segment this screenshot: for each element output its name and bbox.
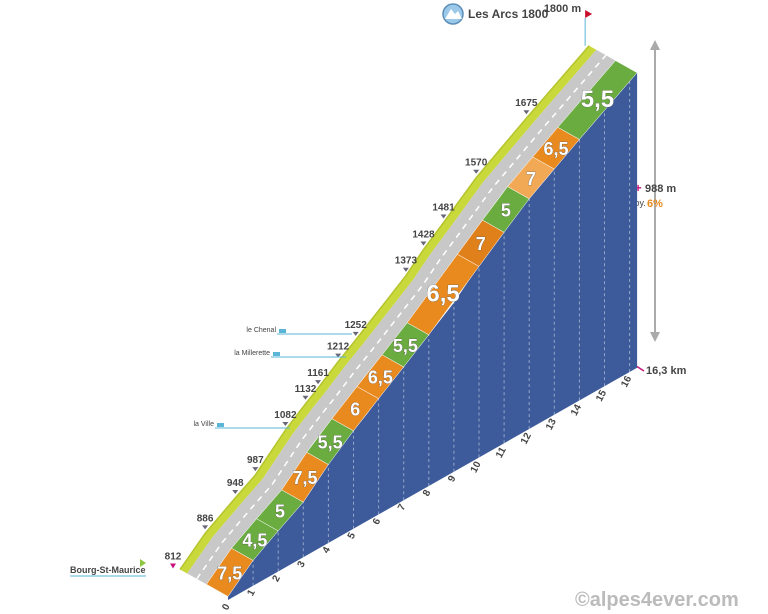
altitude-marker xyxy=(523,110,530,115)
altitude-marker xyxy=(402,267,409,272)
x-tick-label: 0 xyxy=(220,602,233,612)
x-tick-label: 10 xyxy=(469,459,484,474)
altitude-label: 1481 xyxy=(432,202,455,213)
place-label: la Millerette xyxy=(234,350,270,357)
altitude-label: 948 xyxy=(227,478,244,489)
altitude-marker xyxy=(352,331,359,336)
summit-icon-peak xyxy=(445,9,462,19)
altitude-marker xyxy=(282,421,289,426)
x-tick-label: 11 xyxy=(494,445,509,460)
x-tick-label: 2 xyxy=(271,573,284,583)
distance: 16,3 km xyxy=(646,365,687,377)
altitude-label: 1212 xyxy=(327,342,350,353)
gradient-label: 5,5 xyxy=(393,336,418,356)
altitude-marker xyxy=(202,525,209,530)
altitude-marker xyxy=(252,467,259,472)
profile-line xyxy=(179,45,590,570)
x-tick-label: 4 xyxy=(321,545,334,555)
place-icon xyxy=(273,352,280,356)
altitude-marker xyxy=(420,241,427,246)
gradient-label: 5,5 xyxy=(581,86,614,113)
place-label: la Ville xyxy=(194,421,215,428)
altitude-label: 1428 xyxy=(412,230,435,241)
arrow-head xyxy=(650,40,660,50)
altitude-label: 812 xyxy=(165,551,182,562)
gradient-label: 6,5 xyxy=(544,139,569,159)
start-label: Bourg-St-Maurice xyxy=(70,565,146,575)
gradient-label: 5,5 xyxy=(318,433,343,453)
copyright: ©alpes4ever.com xyxy=(575,589,739,611)
end-label: Les Arcs 1800 xyxy=(468,7,549,21)
altitude-marker xyxy=(473,169,480,174)
gradient-label: 5 xyxy=(275,501,285,521)
altitude-label: 1161 xyxy=(307,368,329,379)
x-tick-label: 7 xyxy=(396,502,409,512)
x-tick-label: 15 xyxy=(594,388,609,403)
road xyxy=(187,49,616,585)
place-icon xyxy=(279,329,286,333)
altitude-label: 886 xyxy=(197,513,214,524)
altitude-label: 1082 xyxy=(274,410,297,421)
altitude-label: 1373 xyxy=(395,256,418,267)
gain: 988 m xyxy=(645,183,676,195)
x-tick-label: 1 xyxy=(245,588,258,598)
gradient-label: 6,5 xyxy=(368,368,393,388)
gradient-label: 7 xyxy=(526,169,536,189)
gradient-label: 6,5 xyxy=(426,281,459,308)
place-icon xyxy=(217,423,224,427)
start-flag xyxy=(140,559,146,567)
altitude-label: 1132 xyxy=(295,384,317,395)
gradient-segment xyxy=(557,60,638,140)
altitude-marker xyxy=(302,395,309,400)
arrow-head xyxy=(650,332,660,342)
x-tick-label: 13 xyxy=(544,417,559,432)
gradient-label: 5 xyxy=(501,200,511,220)
altitude-marker xyxy=(440,214,447,219)
road-centerline xyxy=(196,54,607,580)
altitude-marker xyxy=(315,380,322,385)
gradient-label: 7 xyxy=(476,234,486,254)
road-edge xyxy=(180,45,597,574)
gradient-label: 7,5 xyxy=(217,563,242,583)
gradient-label: 6 xyxy=(350,400,360,420)
altitude-label: 1252 xyxy=(345,320,368,331)
altitude-marker xyxy=(170,563,176,569)
altitude-label: 1675 xyxy=(515,98,538,109)
x-tick-label: 3 xyxy=(296,559,309,569)
x-tick-label: 6 xyxy=(371,516,384,526)
altitude-marker xyxy=(232,489,239,494)
average: 6% xyxy=(647,198,663,210)
x-tick-label: 8 xyxy=(421,488,434,498)
altitude-label: 987 xyxy=(247,455,264,466)
x-tick-label: 12 xyxy=(519,431,534,446)
altitude-marker xyxy=(335,353,342,358)
gradient-label: 4,5 xyxy=(242,531,267,551)
profile-face xyxy=(228,72,638,600)
x-tick-label: 16 xyxy=(619,374,634,389)
altitude-marker xyxy=(585,10,593,18)
altitude-label: 1570 xyxy=(465,158,488,169)
place-label: le Chenal xyxy=(246,327,276,334)
x-tick-label: 5 xyxy=(346,531,359,541)
x-tick-label: 14 xyxy=(569,402,584,417)
altitude-label: 1800 m xyxy=(544,3,582,15)
x-tick-label: 9 xyxy=(446,474,459,484)
gradient-label: 7,5 xyxy=(293,468,318,488)
